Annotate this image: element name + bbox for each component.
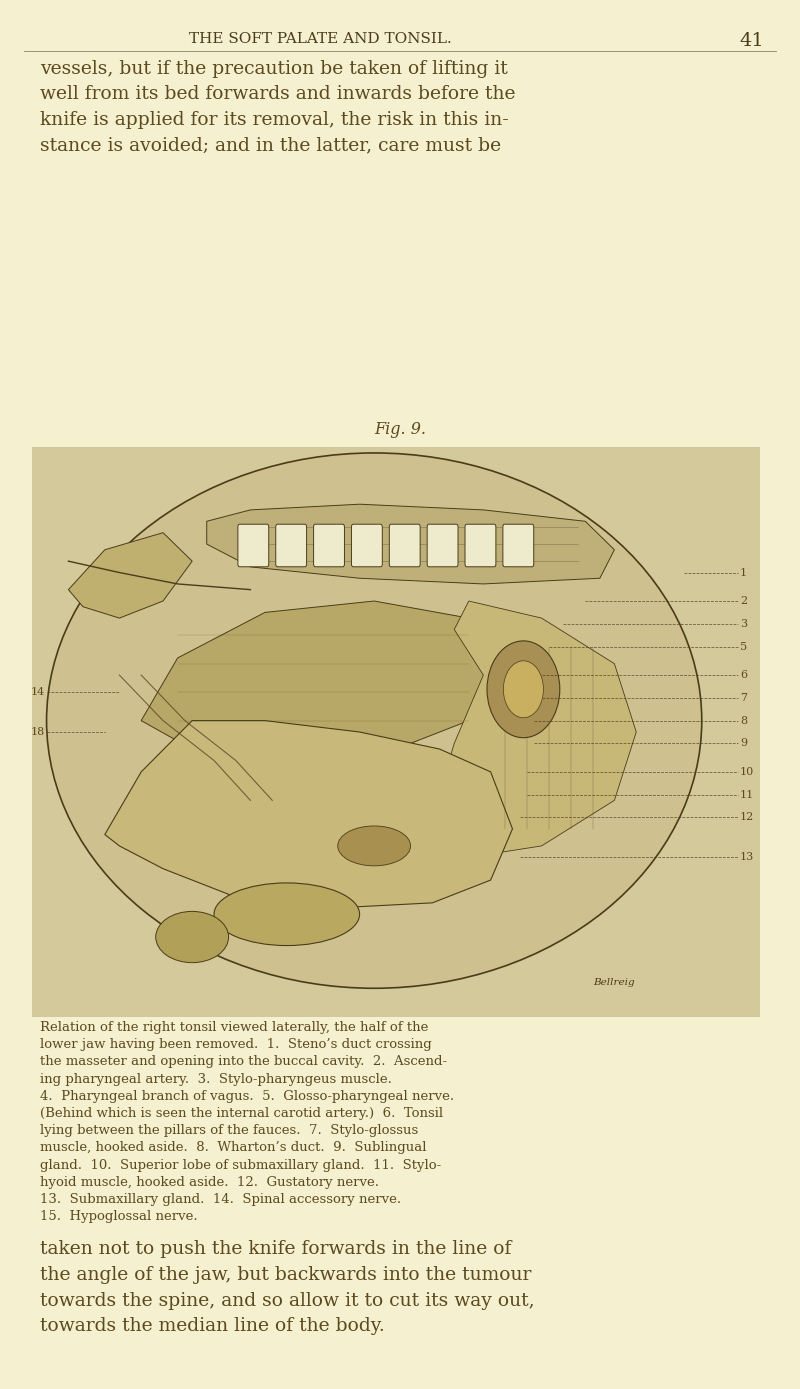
Text: 2: 2 [740,596,747,606]
Ellipse shape [338,826,410,865]
Text: 9: 9 [740,739,747,749]
Text: THE SOFT PALATE AND TONSIL.: THE SOFT PALATE AND TONSIL. [189,32,451,46]
Ellipse shape [156,911,229,963]
FancyBboxPatch shape [238,524,269,567]
Text: 6: 6 [740,669,747,681]
Text: 41: 41 [740,32,764,50]
Text: Fig. 9.: Fig. 9. [374,421,426,438]
FancyBboxPatch shape [427,524,458,567]
FancyBboxPatch shape [314,524,345,567]
Text: 5: 5 [740,642,747,651]
FancyBboxPatch shape [465,524,496,567]
Text: Relation of the right tonsil viewed laterally, the half of the
lower jaw having : Relation of the right tonsil viewed late… [40,1021,454,1224]
FancyBboxPatch shape [276,524,306,567]
Text: 10: 10 [740,767,754,776]
Bar [32,447,760,1017]
Text: 18: 18 [30,726,45,738]
Text: 3: 3 [740,619,747,629]
Polygon shape [68,532,192,618]
Text: 1: 1 [740,568,747,578]
Text: Bellreig: Bellreig [594,978,635,988]
Text: 12: 12 [740,813,754,822]
Text: vessels, but if the precaution be taken of lifting it
well from its bed forwards: vessels, but if the precaution be taken … [40,60,515,154]
Ellipse shape [487,640,560,738]
Polygon shape [206,504,614,583]
Polygon shape [432,601,636,857]
FancyBboxPatch shape [503,524,534,567]
FancyBboxPatch shape [351,524,382,567]
Polygon shape [141,601,506,761]
Ellipse shape [503,661,543,718]
Text: taken not to push the knife forwards in the line of
the angle of the jaw, but ba: taken not to push the knife forwards in … [40,1240,534,1335]
Text: 13: 13 [740,853,754,863]
Polygon shape [105,721,513,908]
Text: 14: 14 [30,688,45,697]
Ellipse shape [46,453,702,989]
FancyBboxPatch shape [390,524,420,567]
Text: 7: 7 [740,693,746,703]
Ellipse shape [214,883,359,946]
Text: 11: 11 [740,790,754,800]
Text: 8: 8 [740,715,747,725]
